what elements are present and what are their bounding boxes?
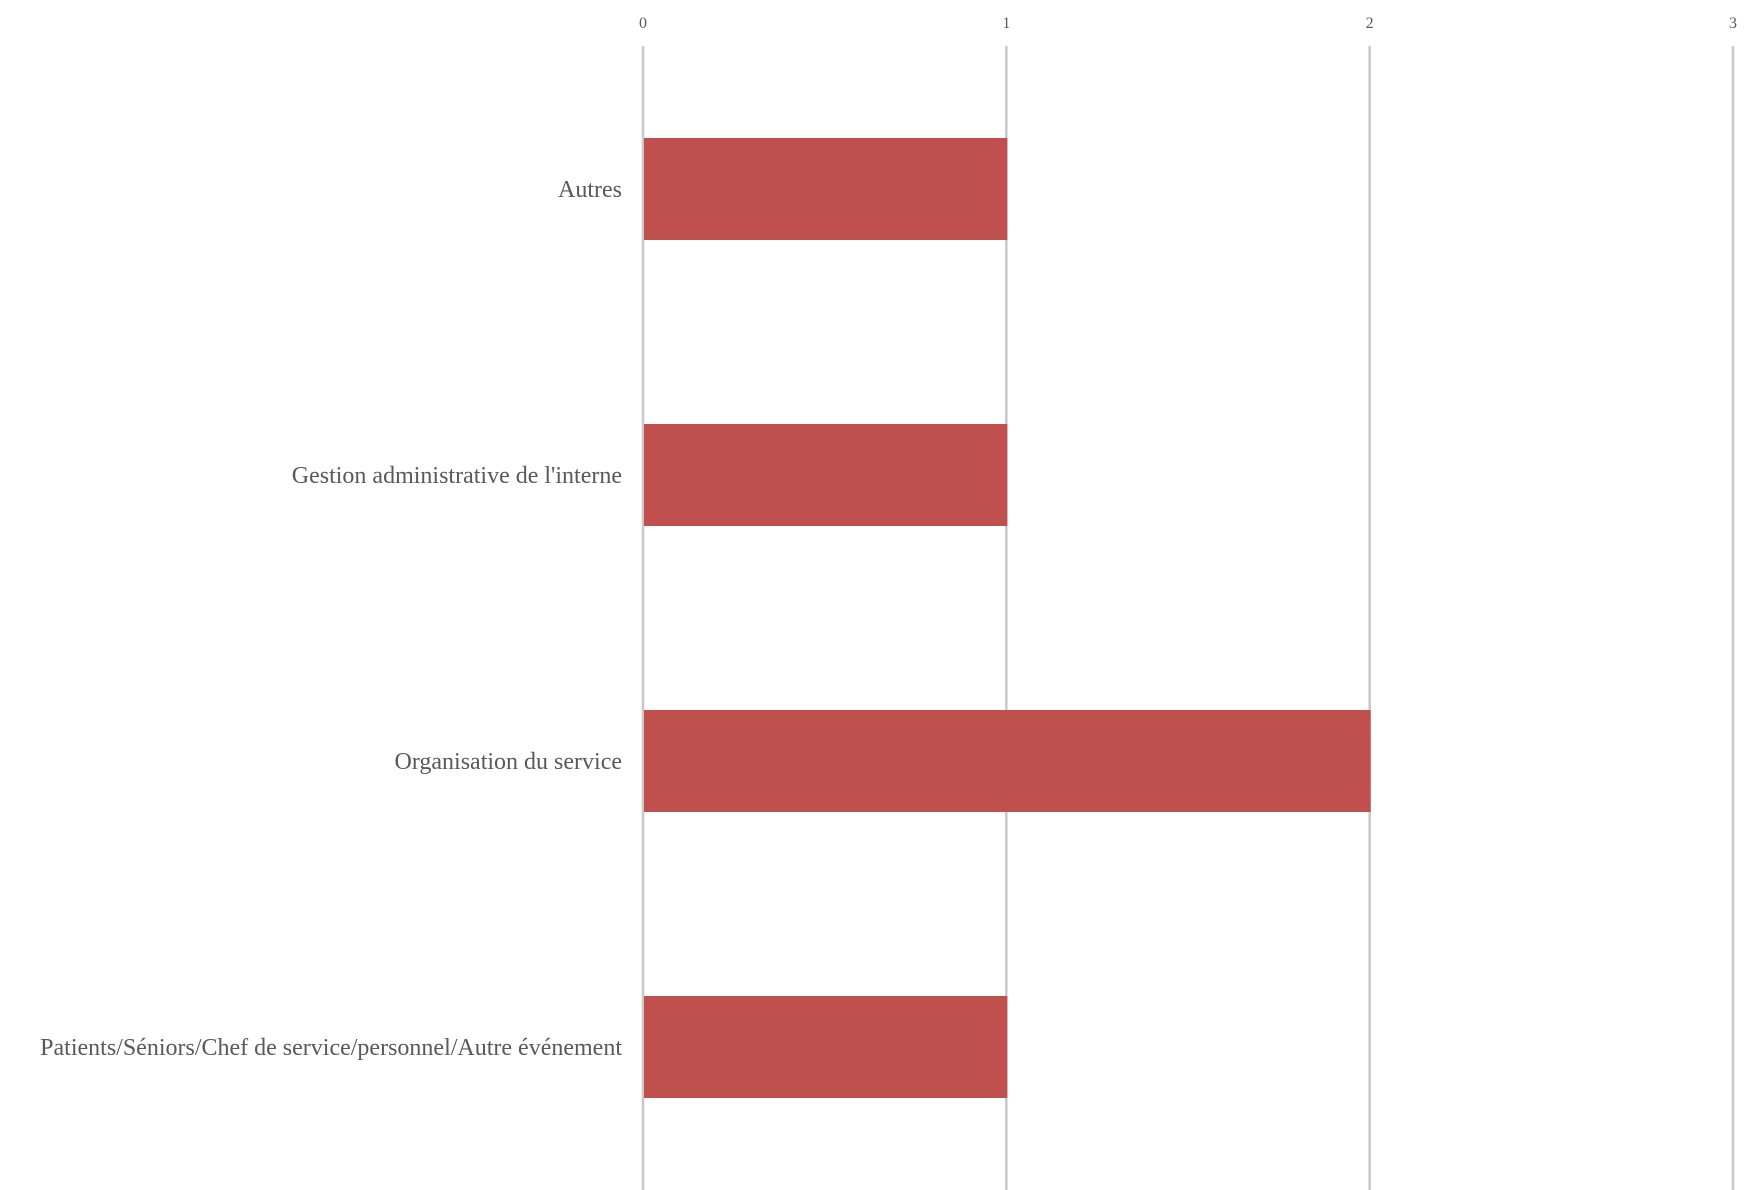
category-label: Patients/Séniors/Chef de service/personn…	[40, 1035, 622, 1061]
category-label: Gestion administrative de l'interne	[292, 463, 622, 489]
y-axis-categories: Autres Gestion administrative de l'intern…	[40, 177, 622, 1061]
x-tick-label: 2	[1366, 15, 1374, 32]
bars	[644, 138, 1371, 1098]
bar	[644, 710, 1371, 812]
bar	[644, 424, 1008, 526]
x-tick-label: 1	[1002, 15, 1010, 32]
bar	[644, 996, 1008, 1098]
x-tick-label: 0	[639, 15, 647, 32]
category-label: Autres	[558, 177, 622, 203]
bar	[644, 138, 1008, 240]
x-tick-label: 3	[1729, 15, 1737, 32]
x-axis-ticks: 0 1 2 3	[639, 15, 1737, 32]
category-label: Organisation du service	[395, 749, 623, 775]
